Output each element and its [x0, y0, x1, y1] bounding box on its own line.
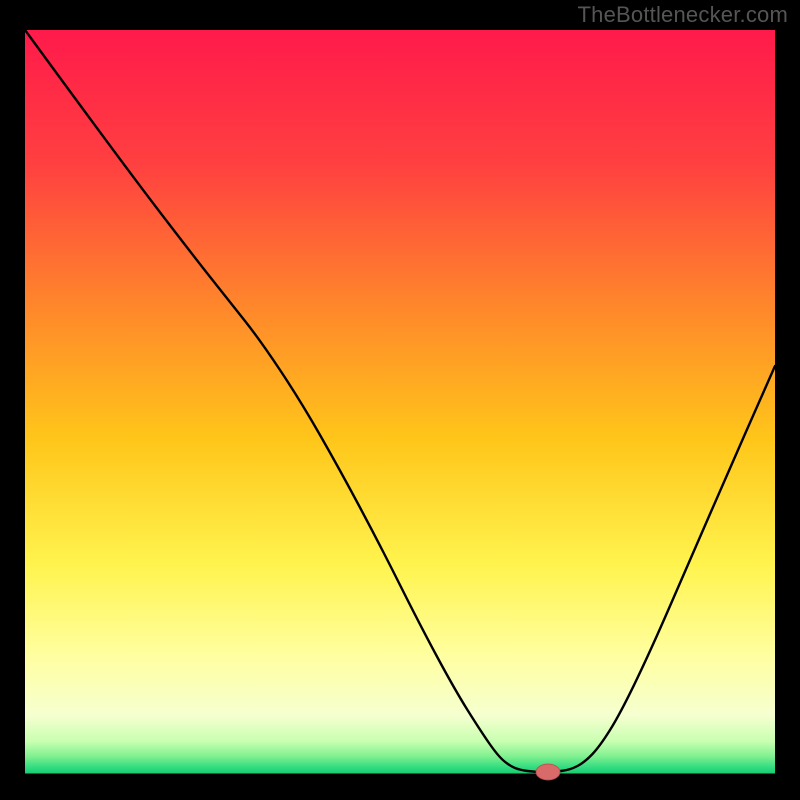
optimal-marker	[536, 764, 560, 780]
chart-stage: TheBottlenecker.com	[0, 0, 800, 800]
watermark-text: TheBottlenecker.com	[578, 2, 788, 28]
plot-background	[25, 30, 775, 775]
bottleneck-chart	[0, 0, 800, 800]
